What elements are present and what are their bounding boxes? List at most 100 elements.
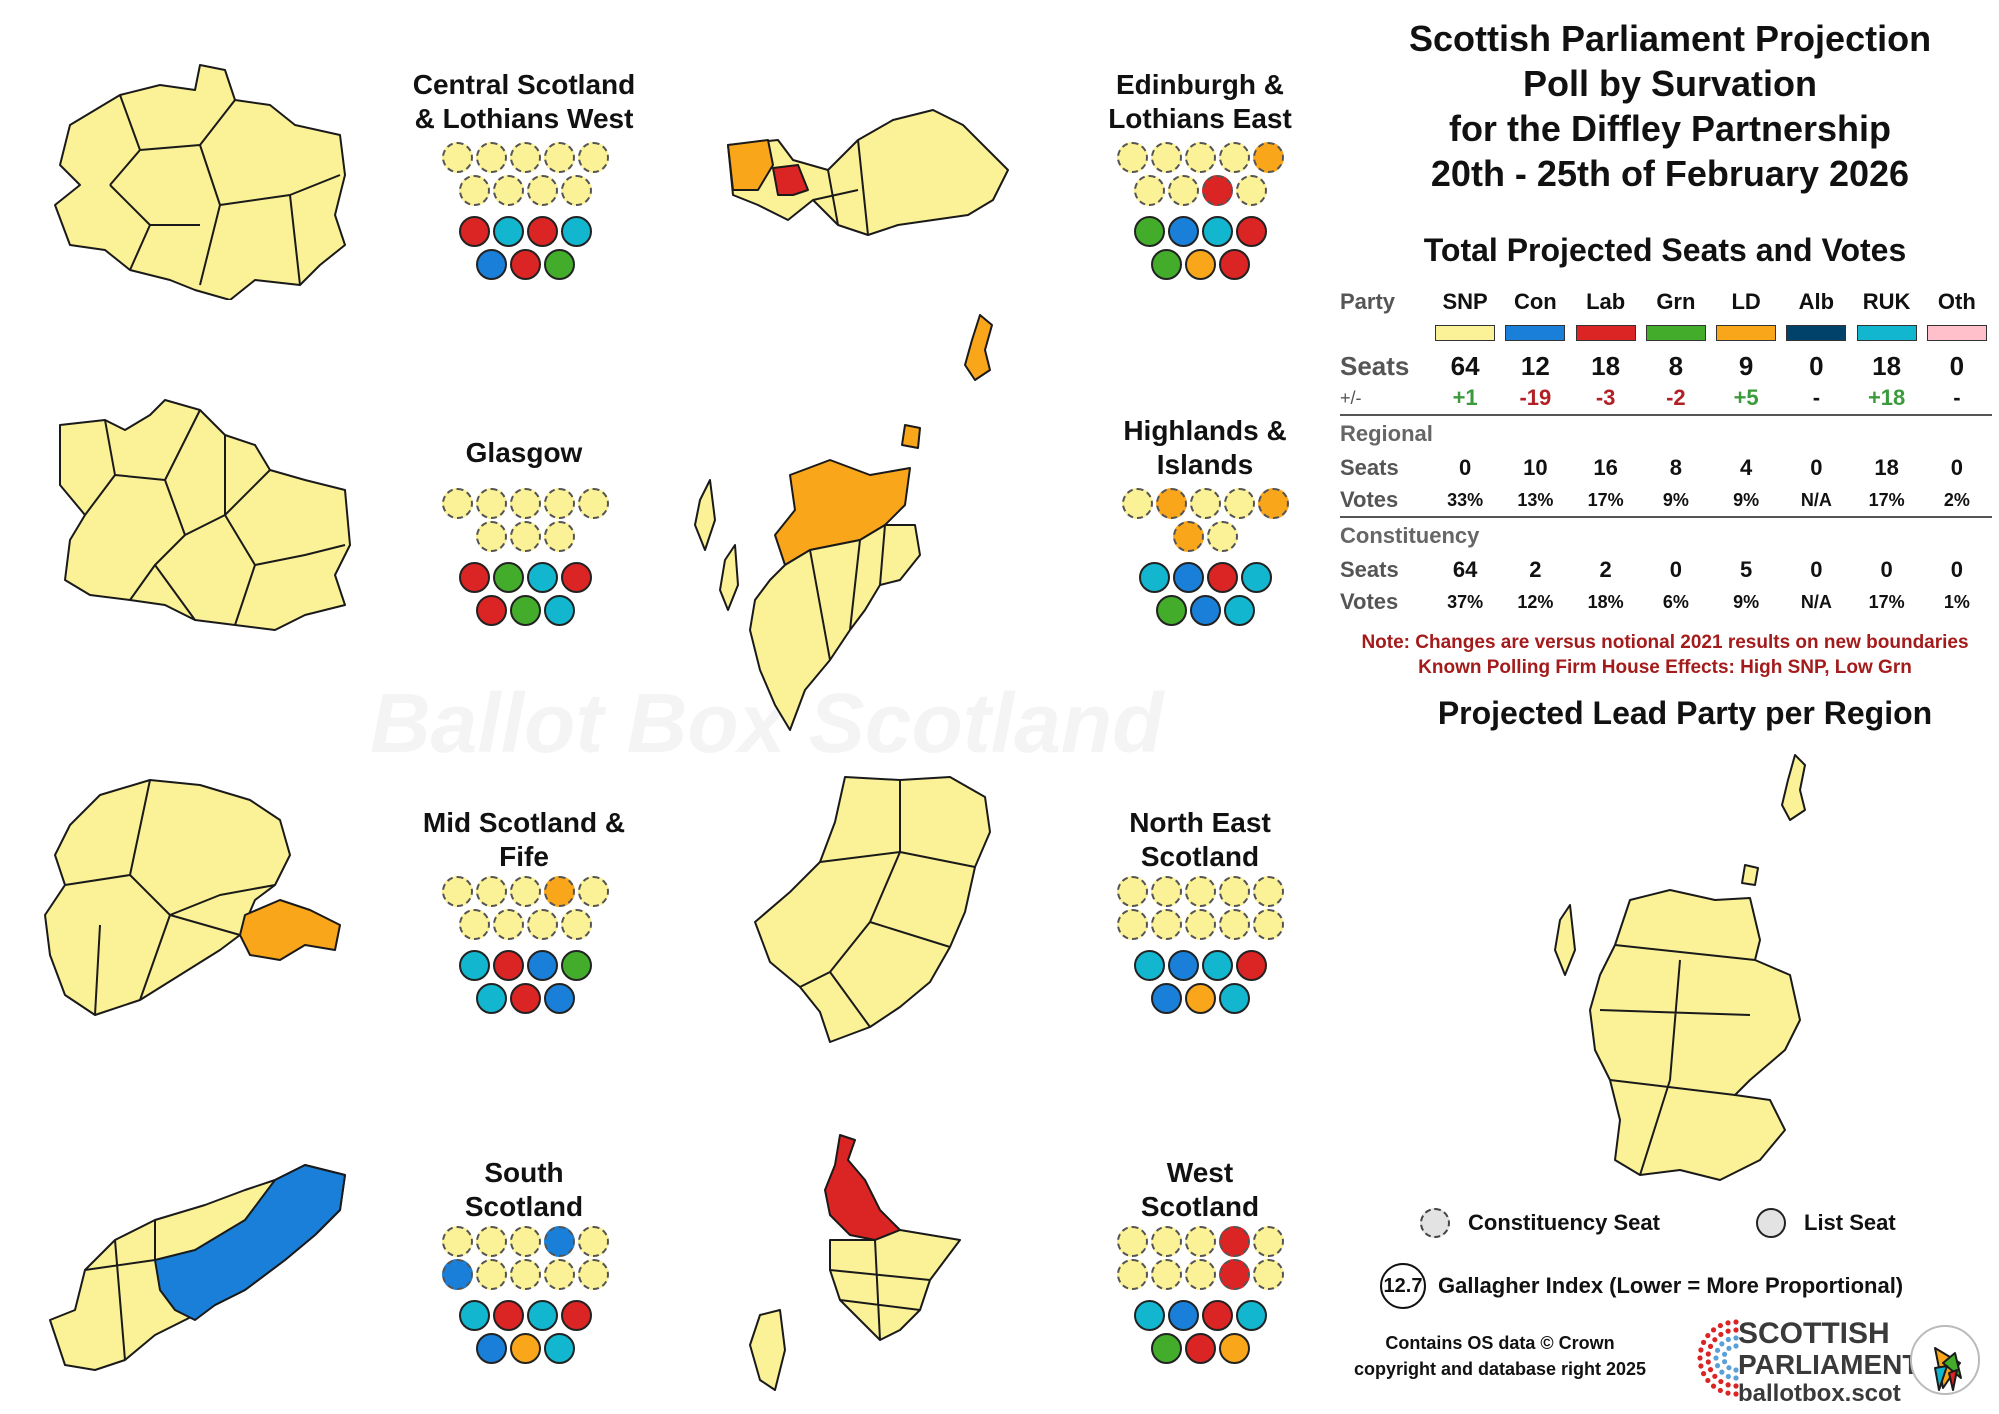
list-seat-icon	[1756, 1208, 1786, 1238]
constituency-seat-ld	[543, 876, 575, 907]
seats-value: 18	[1872, 350, 1902, 381]
constituency-seats-value: 64	[1452, 557, 1478, 582]
logo-dot	[1714, 1363, 1721, 1369]
constituency-votes-value: 9%	[1733, 591, 1760, 612]
logo-dot	[1733, 1327, 1739, 1333]
regional-votes-value: 17%	[1587, 489, 1624, 510]
party-swatch-cell	[1781, 318, 1851, 350]
list-seat-lab	[1218, 249, 1250, 280]
constituency-seats-value: 0	[1810, 557, 1823, 582]
region-title-mid: Mid Scotland & Fife	[422, 807, 626, 872]
constituency-seat-snp	[1150, 142, 1182, 173]
regional-label: Regional	[1340, 414, 1992, 452]
logo-dot	[1698, 1347, 1704, 1353]
constituency-seat-snp	[475, 488, 507, 519]
seats-value: 0	[1809, 350, 1824, 381]
constituency-seats-value: 5	[1740, 557, 1753, 582]
totals-title: Total Projected Seats and Votes	[1423, 232, 1907, 268]
constituency-seat-snp	[509, 876, 541, 907]
change-value: -3	[1595, 385, 1616, 410]
constituency-seat-snp	[509, 488, 541, 519]
logo-dot	[1718, 1331, 1724, 1338]
region-title-glasgow: Glasgow	[465, 437, 583, 468]
constituency-seat-snp	[543, 142, 575, 173]
constituency-seat-snp	[475, 876, 507, 907]
constituency-seat-snp	[1116, 1259, 1148, 1290]
list-seat-row	[1133, 950, 1267, 981]
constituency-seat-row	[1116, 142, 1284, 173]
constituency-seat-row	[441, 1226, 609, 1257]
constituency-seat-row	[441, 876, 609, 907]
party-lab: Lab	[1586, 289, 1626, 314]
list-seat-lab	[509, 249, 541, 280]
party-swatch-alb	[1786, 325, 1847, 341]
list-seat-lab	[492, 1300, 524, 1331]
logo-dot	[1717, 1387, 1723, 1394]
list-seat-ruk	[526, 1300, 558, 1331]
party-ld: LD	[1731, 289, 1761, 314]
constituency-seat-snp	[560, 909, 592, 940]
votes-label: Votes	[1340, 487, 1399, 512]
region-title-northeast: North East Scotland	[1129, 807, 1271, 872]
legend-constituency-seat: Constituency Seat	[1420, 1208, 1660, 1238]
list-seat-ld	[1218, 1333, 1250, 1364]
list-seat-lab	[1201, 1300, 1233, 1331]
list-seat-lab	[458, 562, 490, 593]
seat-grid-edinburgh	[1100, 142, 1300, 280]
constituency-votes-value: N/A	[1800, 591, 1832, 612]
map-lead-party-scotland	[1554, 754, 1806, 1181]
logo-dot	[1710, 1383, 1717, 1389]
list-seat-con	[1189, 595, 1221, 626]
constituency-votes-value: 1%	[1943, 591, 1970, 612]
seats-value: 0	[1949, 350, 1965, 381]
constituency-seat-snp	[1235, 175, 1267, 206]
constituency-seat-snp	[475, 521, 507, 552]
seat-grid-south	[425, 1226, 625, 1364]
list-seat-row	[1150, 1333, 1250, 1364]
list-seat-ruk	[1133, 1300, 1165, 1331]
constituency-seat-snp	[1223, 488, 1255, 519]
party-swatch-grn	[1645, 325, 1706, 341]
constituency-section-row: Constituency	[1340, 516, 1992, 554]
list-seat-grn	[1155, 595, 1187, 626]
constituency-seat-con	[441, 1259, 473, 1290]
logo-dot	[1725, 1382, 1731, 1388]
constituency-seat-row	[1133, 175, 1267, 206]
constituency-seat-snp	[526, 909, 558, 940]
map-south-scotland	[49, 1164, 346, 1371]
map-central-scotland	[54, 64, 346, 300]
constituency-seat-snp	[1218, 876, 1250, 907]
logo-dots-icon	[1697, 1319, 1739, 1397]
logo-dot	[1710, 1327, 1717, 1333]
constituency-seat-snp	[509, 1226, 541, 1257]
constituency-seat-snp	[1218, 142, 1250, 173]
list-seat-ruk	[1201, 950, 1233, 981]
list-seat-lab	[509, 983, 541, 1014]
constituency-seat-row	[1121, 488, 1289, 519]
seats-value: 64	[1450, 350, 1480, 381]
map-edinburgh-lothians-east	[727, 109, 1009, 236]
regional-seats-row: Seats 0 10 16 8 4 0 18 0	[1340, 452, 1992, 484]
list-seat-grn	[1133, 216, 1165, 247]
logo-dot	[1713, 1355, 1719, 1361]
constituency-seat-snp	[1116, 142, 1148, 173]
constituency-seat-snp	[577, 488, 609, 519]
note-house-effects: Known Polling Firm House Effects: High S…	[1418, 657, 1912, 678]
constituency-seat-snp	[492, 909, 524, 940]
constituency-seat-snp	[509, 1259, 541, 1290]
list-seat-grn	[1150, 249, 1182, 280]
constituency-seats-row: Seats 64 2 2 0 5 0 0 0	[1340, 554, 1992, 586]
list-seat-row	[458, 950, 592, 981]
seat-grid-west	[1100, 1226, 1300, 1364]
constituency-seat-row	[1116, 909, 1284, 940]
regional-seats-value: 0	[1810, 455, 1823, 480]
regional-seats-value: 0	[1459, 455, 1472, 480]
constituency-seat-row	[458, 909, 592, 940]
list-seat-con	[475, 1333, 507, 1364]
logo-dot	[1719, 1341, 1725, 1347]
constituency-seat-snp	[441, 876, 473, 907]
logo-dot	[1705, 1332, 1711, 1339]
logo-dot	[1712, 1337, 1718, 1343]
party-con: Con	[1513, 289, 1557, 314]
region-title-south: South Scotland	[464, 1157, 584, 1222]
